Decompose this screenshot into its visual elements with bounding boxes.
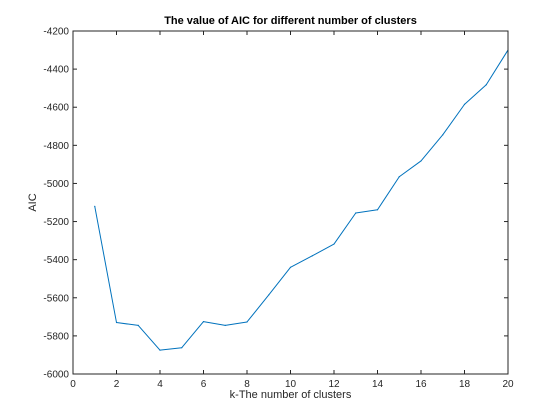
- x-tick-label: 16: [415, 379, 427, 390]
- y-tick-label: -6000: [43, 370, 69, 381]
- y-tick-label: -5400: [43, 255, 69, 266]
- data-point: [202, 320, 205, 323]
- data-point: [311, 255, 313, 257]
- y-tick-label: -5600: [43, 293, 69, 304]
- plot-area: [73, 31, 508, 374]
- x-tick-label: 18: [459, 379, 471, 390]
- x-tick-label: 12: [328, 379, 340, 390]
- y-tick-label: -5200: [43, 217, 69, 228]
- data-point: [289, 266, 292, 268]
- x-tick-label: 2: [114, 379, 120, 390]
- y-tick-label: -4200: [43, 27, 69, 38]
- x-axis-label: k-The number of clusters: [230, 389, 352, 401]
- data-point: [137, 324, 139, 327]
- data-point: [159, 349, 161, 351]
- data-point: [485, 84, 487, 86]
- chart-title: The value of AIC for different number of…: [164, 15, 417, 27]
- data-point: [355, 212, 357, 214]
- plot-box: [72, 30, 509, 375]
- y-tick-label: -5000: [43, 179, 69, 190]
- data-point: [115, 321, 118, 324]
- data-point: [376, 209, 379, 211]
- data-point: [420, 160, 422, 162]
- data-point: [224, 324, 226, 327]
- x-tick-label: 10: [285, 379, 297, 390]
- y-tick-label: -4400: [43, 65, 69, 76]
- y-tick-label: -4600: [43, 103, 69, 114]
- data-point: [442, 134, 444, 136]
- data-point: [94, 205, 96, 207]
- x-tick-label: 6: [201, 379, 207, 390]
- data-point: [268, 294, 270, 296]
- y-tick-label: -5800: [43, 331, 69, 342]
- series-line: [94, 49, 509, 351]
- x-tick-label: 14: [372, 379, 384, 390]
- x-tick-label: 20: [502, 379, 514, 390]
- series-layer: [94, 49, 509, 351]
- ticks-layer: 0 2 4 6 8 10 12 14 16 18 20 -6000 -5800 -5600 -5400 -52…: [43, 27, 514, 391]
- x-tick-label: 8: [244, 379, 250, 390]
- y-tick-label: -4800: [43, 141, 69, 152]
- data-point: [463, 103, 466, 105]
- data-point: [333, 243, 335, 245]
- data-point: [246, 321, 248, 323]
- x-tick-label: 4: [157, 379, 163, 390]
- data-point: [181, 347, 183, 349]
- x-tick-label: 0: [70, 379, 76, 390]
- data-point: [398, 176, 400, 178]
- y-axis-label: AIC: [27, 193, 39, 211]
